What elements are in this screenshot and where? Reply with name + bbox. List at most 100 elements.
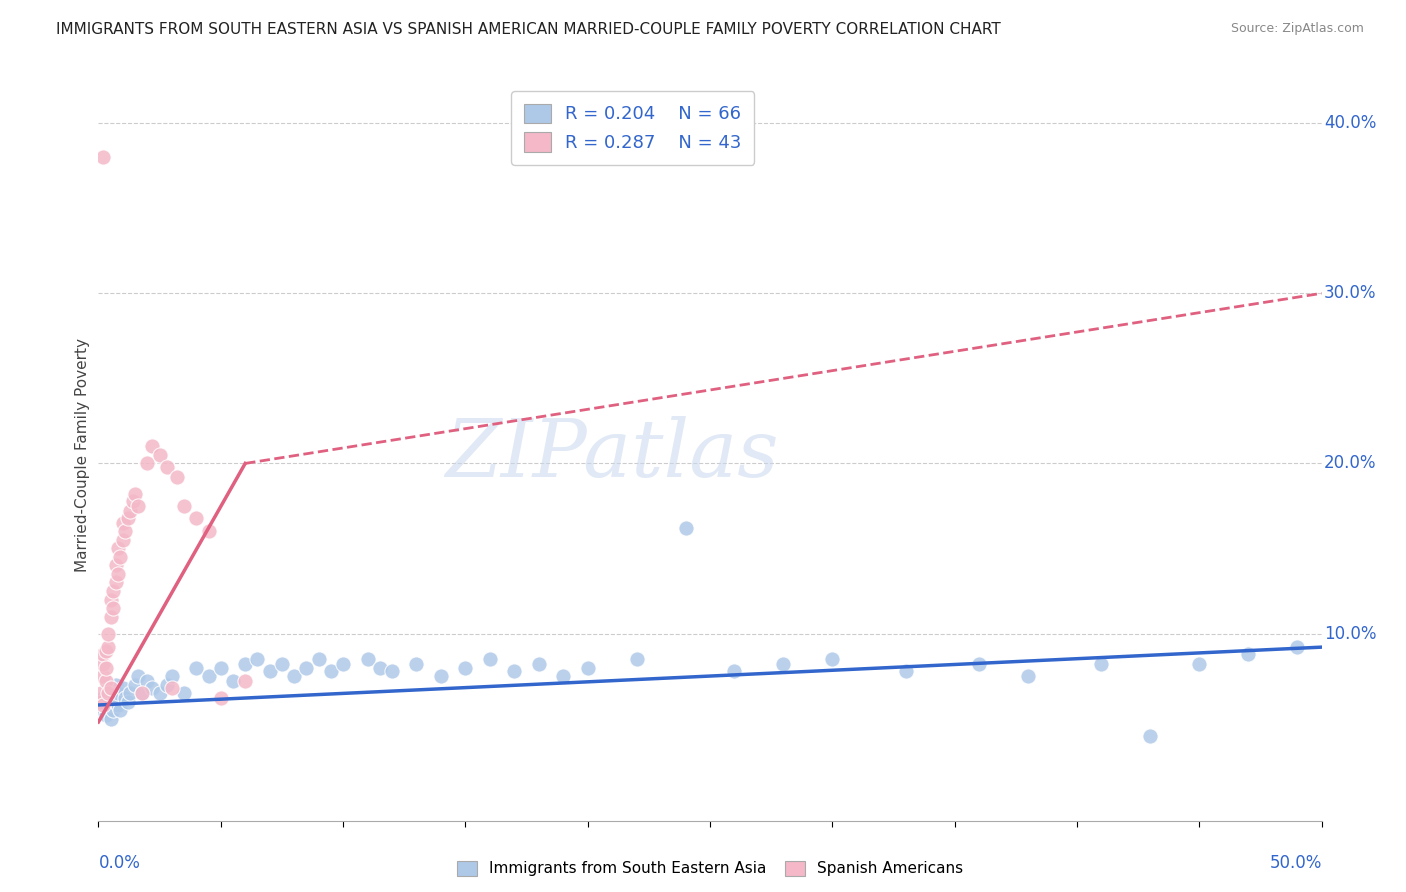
- Point: [166, 470, 188, 484]
- Point: [104, 695, 127, 709]
- Point: [107, 566, 129, 581]
- Point: [104, 575, 127, 590]
- Point: [675, 521, 697, 535]
- Point: [233, 657, 256, 672]
- Point: [91, 698, 114, 712]
- Point: [430, 669, 453, 683]
- Point: [894, 664, 917, 678]
- Point: [100, 698, 122, 712]
- Point: [356, 652, 378, 666]
- Point: [111, 533, 134, 547]
- Point: [626, 652, 648, 666]
- Text: 0.0%: 0.0%: [98, 854, 141, 871]
- Point: [821, 652, 844, 666]
- Point: [160, 681, 183, 695]
- Y-axis label: Married-Couple Family Poverty: Married-Couple Family Poverty: [75, 338, 90, 572]
- Point: [259, 664, 281, 678]
- Point: [104, 558, 127, 573]
- Point: [576, 660, 599, 674]
- Text: 10.0%: 10.0%: [1324, 624, 1376, 642]
- Point: [141, 439, 163, 453]
- Point: [156, 677, 179, 691]
- Point: [90, 686, 112, 700]
- Point: [283, 669, 305, 683]
- Point: [723, 664, 745, 678]
- Point: [127, 499, 149, 513]
- Point: [1237, 647, 1260, 661]
- Point: [149, 686, 172, 700]
- Point: [131, 686, 153, 700]
- Point: [124, 487, 146, 501]
- Point: [1139, 729, 1161, 743]
- Point: [1090, 657, 1112, 672]
- Point: [405, 657, 427, 672]
- Point: [100, 592, 122, 607]
- Point: [160, 669, 183, 683]
- Point: [1017, 669, 1039, 683]
- Point: [114, 691, 136, 706]
- Text: ZIPatlas: ZIPatlas: [446, 417, 779, 493]
- Point: [100, 681, 122, 695]
- Point: [111, 516, 134, 530]
- Point: [131, 686, 153, 700]
- Point: [209, 660, 232, 674]
- Point: [368, 660, 391, 674]
- Point: [772, 657, 794, 672]
- Point: [149, 448, 172, 462]
- Point: [114, 524, 136, 539]
- Point: [295, 660, 318, 674]
- Point: [967, 657, 990, 672]
- Point: [209, 691, 232, 706]
- Point: [117, 511, 139, 525]
- Point: [141, 681, 163, 695]
- Point: [233, 674, 256, 689]
- Point: [332, 657, 354, 672]
- Point: [101, 691, 124, 706]
- Point: [94, 698, 117, 712]
- Point: [91, 691, 114, 706]
- Point: [136, 457, 159, 471]
- Point: [121, 493, 143, 508]
- Point: [94, 660, 117, 674]
- Point: [527, 657, 550, 672]
- Point: [111, 681, 134, 695]
- Text: 20.0%: 20.0%: [1324, 454, 1376, 473]
- Point: [110, 703, 132, 717]
- Point: [100, 712, 122, 726]
- Point: [101, 601, 124, 615]
- Point: [308, 652, 330, 666]
- Point: [186, 511, 208, 525]
- Point: [97, 686, 120, 700]
- Point: [246, 652, 269, 666]
- Point: [503, 664, 526, 678]
- Point: [110, 549, 132, 564]
- Point: [90, 695, 112, 709]
- Point: [94, 643, 117, 657]
- Point: [91, 647, 114, 661]
- Text: Source: ZipAtlas.com: Source: ZipAtlas.com: [1230, 22, 1364, 36]
- Point: [381, 664, 404, 678]
- Point: [107, 698, 129, 712]
- Text: IMMIGRANTS FROM SOUTH EASTERN ASIA VS SPANISH AMERICAN MARRIED-COUPLE FAMILY POV: IMMIGRANTS FROM SOUTH EASTERN ASIA VS SP…: [56, 22, 1001, 37]
- Point: [117, 695, 139, 709]
- Text: 40.0%: 40.0%: [1324, 114, 1376, 132]
- Point: [478, 652, 501, 666]
- Point: [97, 640, 120, 654]
- Point: [120, 504, 142, 518]
- Point: [127, 669, 149, 683]
- Point: [91, 669, 114, 683]
- Point: [97, 686, 120, 700]
- Point: [107, 686, 129, 700]
- Point: [97, 626, 120, 640]
- Point: [1286, 640, 1309, 654]
- Point: [107, 541, 129, 556]
- Point: [1188, 657, 1211, 672]
- Point: [270, 657, 294, 672]
- Point: [100, 609, 122, 624]
- Point: [101, 703, 124, 717]
- Point: [91, 703, 114, 717]
- Point: [319, 664, 342, 678]
- Point: [94, 708, 117, 723]
- Point: [120, 686, 142, 700]
- Text: 50.0%: 50.0%: [1270, 854, 1322, 871]
